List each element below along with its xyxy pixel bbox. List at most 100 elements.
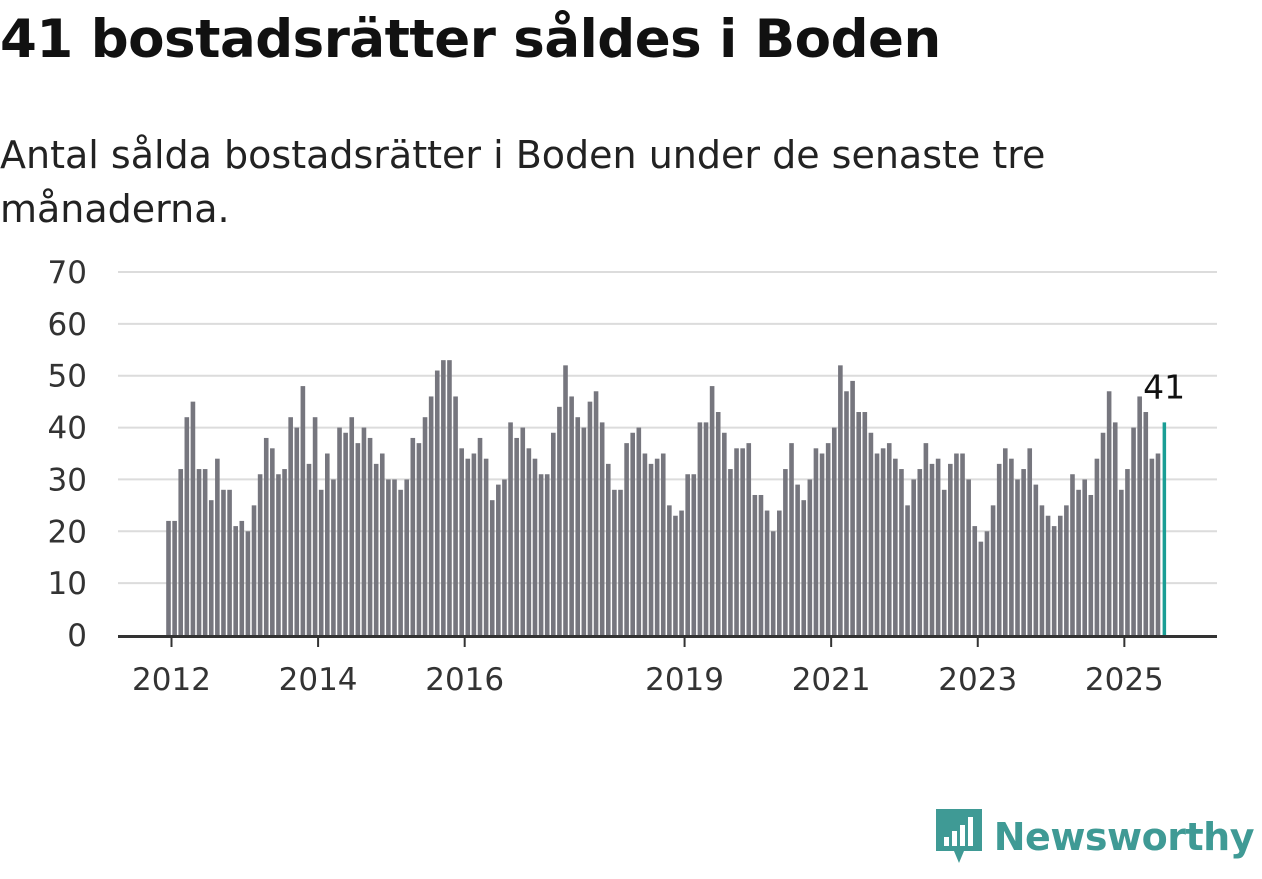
bar xyxy=(496,484,501,635)
bar xyxy=(838,365,843,635)
bar xyxy=(819,453,825,635)
bar xyxy=(899,469,904,635)
bar xyxy=(728,469,733,635)
bar xyxy=(825,443,831,635)
bar xyxy=(1112,422,1118,635)
bar xyxy=(1039,505,1045,635)
bar xyxy=(954,453,959,635)
y-tick-label: 70 xyxy=(48,255,87,291)
bar xyxy=(941,489,947,635)
y-tick-label: 30 xyxy=(48,462,87,498)
bar xyxy=(948,463,953,635)
bar xyxy=(764,510,770,635)
bar xyxy=(856,412,862,635)
y-axis-labels: 0 10 20 30 40 50 60 70 xyxy=(48,255,87,654)
bar xyxy=(379,453,385,635)
bar xyxy=(660,453,666,635)
bar xyxy=(667,505,672,635)
bar xyxy=(1021,469,1026,635)
bar xyxy=(1009,458,1014,635)
bar xyxy=(990,505,996,635)
x-tick-label: 2016 xyxy=(425,662,504,698)
bar xyxy=(471,453,477,635)
bar xyxy=(618,489,623,635)
bar xyxy=(642,453,648,635)
bar xyxy=(282,469,287,635)
bar xyxy=(1076,489,1081,635)
bar xyxy=(1100,432,1106,635)
bar xyxy=(1149,458,1155,635)
bar xyxy=(453,396,458,635)
bar xyxy=(373,463,379,635)
bar xyxy=(612,489,617,635)
bar xyxy=(276,474,281,635)
bar xyxy=(337,427,342,635)
bar xyxy=(935,458,941,635)
bar xyxy=(624,443,629,635)
bar xyxy=(221,489,226,635)
bar xyxy=(593,391,599,635)
bar xyxy=(306,463,312,635)
bar xyxy=(459,448,464,635)
bar xyxy=(367,437,373,635)
newsworthy-logo-icon xyxy=(935,809,982,863)
bar xyxy=(654,458,660,635)
bar xyxy=(1119,489,1124,635)
bar xyxy=(245,531,251,635)
bar xyxy=(801,500,807,635)
bar xyxy=(709,386,715,635)
bar xyxy=(300,386,306,635)
bar xyxy=(434,370,440,635)
bar xyxy=(288,417,293,635)
bar xyxy=(294,427,300,635)
x-tick-label: 2023 xyxy=(938,662,1017,698)
y-tick-label: 20 xyxy=(48,514,87,550)
bar xyxy=(520,427,526,635)
bar xyxy=(575,417,581,635)
y-tick-label: 0 xyxy=(67,618,87,654)
bar xyxy=(428,396,434,635)
bar xyxy=(770,531,776,635)
bar xyxy=(1002,448,1008,635)
bar xyxy=(972,526,978,635)
bar xyxy=(312,417,318,635)
bar xyxy=(1125,469,1130,635)
chart-title: 41 bostadsrätter såldes i Boden xyxy=(0,9,941,70)
bar xyxy=(966,479,971,635)
bar xyxy=(410,437,416,635)
bar xyxy=(202,469,208,635)
bar xyxy=(1094,458,1100,635)
bar xyxy=(325,453,330,635)
bar xyxy=(441,360,446,635)
bar xyxy=(1082,479,1087,635)
bar xyxy=(190,401,196,635)
bar xyxy=(777,510,782,635)
y-tick-label: 60 xyxy=(48,307,87,343)
bar xyxy=(514,437,519,635)
bar xyxy=(166,520,171,635)
bar xyxy=(178,469,184,635)
bar xyxy=(605,463,611,635)
x-tick-label: 2019 xyxy=(645,662,724,698)
bar xyxy=(679,510,684,635)
x-tick-label: 2014 xyxy=(279,662,358,698)
bar xyxy=(715,412,721,635)
bar xyxy=(636,427,642,635)
bar xyxy=(551,432,556,635)
bar xyxy=(404,479,410,635)
bar xyxy=(880,448,886,635)
bar xyxy=(722,432,727,635)
bar xyxy=(996,463,1002,635)
bar xyxy=(1155,453,1161,635)
bar xyxy=(392,479,397,635)
bars xyxy=(166,360,1167,635)
bar xyxy=(587,401,593,635)
bar xyxy=(862,412,868,635)
bar xyxy=(489,500,495,635)
bar xyxy=(893,458,898,635)
bar xyxy=(599,422,605,635)
bar xyxy=(557,406,562,635)
bar xyxy=(874,453,880,635)
y-tick-label: 10 xyxy=(48,566,87,602)
bar xyxy=(1051,526,1057,635)
